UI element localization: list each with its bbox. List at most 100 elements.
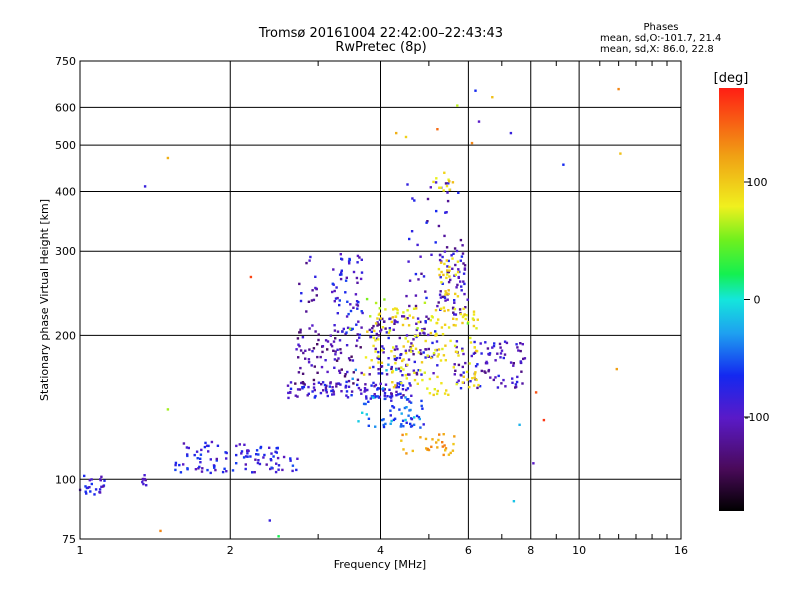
data-point (445, 389, 448, 392)
data-point (379, 317, 382, 320)
data-point (358, 336, 361, 339)
data-point (291, 469, 294, 473)
data-point (394, 320, 397, 323)
data-point (424, 290, 427, 293)
data-point (405, 406, 408, 409)
data-point (415, 371, 418, 375)
data-point (453, 307, 457, 311)
data-point (311, 324, 314, 327)
data-point (370, 384, 373, 387)
data-point (277, 468, 280, 471)
data-point (412, 338, 415, 341)
data-point (344, 386, 347, 389)
data-point (387, 363, 390, 366)
data-point (350, 328, 353, 331)
data-point (447, 289, 450, 292)
data-point (94, 488, 98, 491)
data-point (368, 328, 371, 332)
data-point (346, 300, 349, 303)
data-point (214, 468, 217, 472)
data-point (409, 347, 413, 350)
data-point (443, 323, 447, 326)
data-point (500, 349, 504, 352)
data-point (452, 366, 455, 369)
data-point (448, 269, 451, 272)
data-point (338, 273, 342, 276)
data-point (324, 387, 328, 390)
data-point (447, 280, 451, 284)
data-point (395, 131, 398, 135)
y-tick-label: 200 (55, 329, 76, 342)
data-point (365, 395, 368, 398)
data-point (332, 268, 335, 271)
data-point (425, 315, 428, 318)
data-point (473, 373, 477, 376)
data-point (315, 294, 318, 297)
data-point (398, 383, 402, 386)
data-point (438, 433, 441, 436)
data-point (203, 445, 207, 449)
data-point (404, 349, 407, 352)
data-point (502, 378, 505, 382)
data-point (424, 321, 427, 324)
data-point (512, 364, 515, 367)
data-point (454, 292, 457, 296)
data-point (476, 363, 479, 366)
data-point (254, 458, 257, 461)
data-point (221, 470, 225, 474)
data-point (472, 384, 476, 387)
data-point (194, 468, 198, 471)
data-point (384, 422, 387, 426)
data-point (344, 279, 348, 282)
data-point (326, 370, 329, 374)
data-point (475, 378, 478, 382)
data-point (302, 382, 305, 385)
data-point (441, 333, 445, 336)
data-point (412, 316, 415, 319)
data-point (389, 395, 392, 398)
data-point (447, 259, 450, 263)
data-point (464, 306, 467, 309)
chart-subtitle: RwPretec (8p) (335, 40, 427, 55)
data-point (178, 463, 181, 467)
data-point (90, 478, 93, 481)
data-point (330, 345, 334, 348)
data-point (336, 330, 340, 333)
x-tick-label: 2 (227, 544, 234, 557)
data-point (380, 361, 384, 364)
colorbar-tick-label: 100 (747, 176, 768, 189)
data-point (443, 444, 446, 447)
y-tick-label: 100 (55, 473, 76, 486)
data-point (398, 356, 402, 360)
data-point (359, 346, 362, 349)
data-point (405, 334, 409, 337)
data-point (499, 346, 502, 349)
data-point (257, 453, 260, 456)
data-point (406, 183, 409, 186)
data-point (340, 271, 343, 274)
data-point (460, 289, 463, 292)
data-point (141, 480, 144, 484)
data-point (442, 354, 446, 357)
data-point (422, 331, 425, 334)
data-point (477, 383, 480, 387)
data-point (522, 357, 525, 361)
data-point (340, 269, 343, 272)
data-point (402, 315, 406, 318)
data-point (426, 387, 429, 390)
data-point (447, 270, 450, 274)
data-point (358, 333, 362, 336)
data-point (427, 333, 430, 337)
data-point (395, 394, 398, 397)
data-point (383, 320, 386, 323)
data-point (317, 338, 320, 342)
data-point (419, 426, 422, 429)
data-point (376, 356, 379, 360)
data-point (347, 385, 351, 388)
data-point (246, 449, 249, 452)
data-point (446, 199, 450, 203)
data-point (432, 393, 435, 397)
data-point (460, 285, 463, 288)
data-point (468, 362, 471, 365)
data-point (518, 423, 521, 426)
